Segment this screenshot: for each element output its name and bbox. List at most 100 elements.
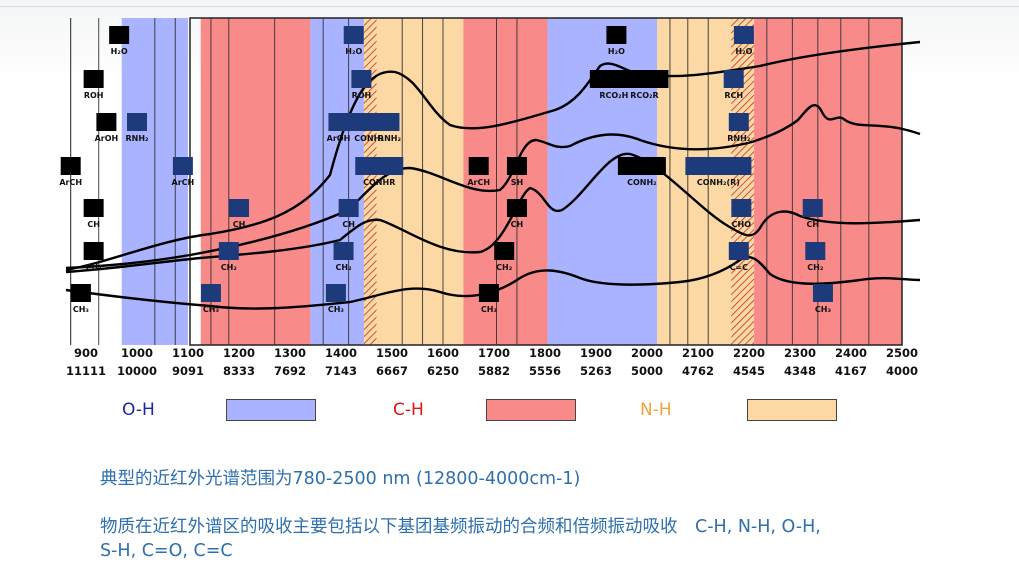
band-c-h-5 <box>463 18 548 345</box>
peak-marker-37 <box>805 242 826 260</box>
peak-label-32: H₂O <box>735 47 752 56</box>
peak-marker-9 <box>229 199 249 217</box>
peak-label-25: CH₃ <box>481 305 498 314</box>
peak-marker-32 <box>733 26 754 44</box>
plot-frame <box>189 17 903 346</box>
band-hatched-3 <box>363 18 377 345</box>
peak-label-34: CHO <box>732 220 752 229</box>
peak-marker-4 <box>60 157 81 175</box>
peak-marker-21 <box>468 157 489 175</box>
peak-label-36: CH <box>806 220 819 229</box>
peak-marker-25 <box>478 284 499 302</box>
peak-label-29: CONH₂ <box>627 178 657 187</box>
peak-label-21: ArCH <box>467 178 490 187</box>
peak-marker-34 <box>731 199 752 217</box>
peak-label-20: CH₃ <box>328 305 345 314</box>
cm-tick-label: 4000 <box>886 364 918 378</box>
nm-tick-label: 1300 <box>274 346 306 360</box>
peak-marker-24 <box>494 242 515 260</box>
peak-label-23: CH <box>511 220 524 229</box>
spectrum-curve-4 <box>65 255 921 310</box>
peak-label-38: CH₃ <box>815 305 832 314</box>
nm-tick-label: 2400 <box>835 346 867 360</box>
top-rule <box>0 6 1019 7</box>
absorption-text-line1: 物质在近红外谱区的吸收主要包括以下基团基频振动的合频和倍频振动吸收 C-H, N… <box>100 517 821 537</box>
cm-tick-label: 6667 <box>376 364 408 378</box>
nm-tick-label: 2100 <box>682 346 714 360</box>
peak-marker-5 <box>172 157 193 175</box>
peak-marker-7 <box>83 242 104 260</box>
peak-label-12: H₂O <box>345 47 362 56</box>
spectrum-curve-2 <box>65 104 921 270</box>
peak-marker-3 <box>127 113 147 131</box>
peak-marker-28 <box>620 70 669 88</box>
nm-tick-label: 1800 <box>529 346 561 360</box>
peak-label-6: CH <box>87 220 100 229</box>
peak-label-17: CONHR <box>363 178 395 187</box>
peak-marker-36 <box>802 199 823 217</box>
peak-label-33: RNH₂ <box>727 134 751 143</box>
peak-label-19: CH₂ <box>336 263 353 272</box>
peak-marker-12 <box>343 26 364 44</box>
nm-tick-label: 1900 <box>580 346 612 360</box>
peak-marker-0 <box>109 26 130 44</box>
nm-tick-label: 2000 <box>631 346 663 360</box>
peak-label-14: ArOH <box>327 134 351 143</box>
peak-marker-30 <box>723 70 744 88</box>
peak-marker-26 <box>606 26 627 44</box>
nm-tick-label: 1200 <box>223 346 255 360</box>
peak-marker-11 <box>200 284 221 302</box>
peak-label-16: RNH₂ <box>378 134 402 143</box>
peak-label-13: ROH <box>352 91 372 100</box>
peak-label-30: RCH <box>724 91 743 100</box>
peak-label-15: CONH₂ <box>354 134 384 143</box>
nir-spectrum-diagram: H₂O ROH ArOH RNH₂ ArCH ArCH CH CH₂ CH₃ CH CH₂ CH₃ H₂… <box>59 17 921 378</box>
peak-marker-1 <box>83 70 104 88</box>
peak-label-0: H₂O <box>111 47 128 56</box>
spectrum-curve-3 <box>65 152 921 274</box>
cm-tick-label: 11111 <box>66 364 106 378</box>
cm-tick-label: 7692 <box>274 364 306 378</box>
peak-label-31: CONH₂(R) <box>697 178 740 187</box>
peak-label-24: CH₂ <box>496 263 513 272</box>
peak-marker-35 <box>728 242 749 260</box>
nir-range-text: 典型的近红外光谱范围为780-2500 nm (12800-4000cm-1) <box>100 469 581 489</box>
peak-label-5: ArCH <box>172 178 195 187</box>
legend-nh-label: N-H <box>640 400 672 420</box>
peak-labels: H₂O ROH ArOH RNH₂ ArCH ArCH CH CH₂ CH₃ CH CH₂ CH₃ H₂… <box>59 26 833 314</box>
peak-marker-23 <box>506 199 527 217</box>
peak-marker-22 <box>506 157 527 175</box>
nm-tick-label: 2200 <box>733 346 765 360</box>
spectrum-curve-1 <box>65 40 921 272</box>
legend-nh-swatch <box>747 399 837 421</box>
x-axes: 900 1000 1100 1200 1300 1400 1500 1600 1700 1800 1… <box>66 346 918 378</box>
legend-ch-swatch <box>486 399 576 421</box>
peak-marker-14 <box>328 113 349 131</box>
cm-tick-label: 4348 <box>784 364 816 378</box>
peak-marker-13 <box>351 70 372 88</box>
peak-marker-29 <box>617 157 666 175</box>
nm-tick-label: 900 <box>74 346 98 360</box>
peak-label-37: CH₂ <box>807 263 824 272</box>
nm-tick-label: 1700 <box>478 346 510 360</box>
cm-tick-label: 4762 <box>682 364 714 378</box>
legend-oh-swatch <box>226 399 316 421</box>
cm-tick-label: 6250 <box>427 364 459 378</box>
peak-label-10: CH₂ <box>221 263 238 272</box>
cm-tick-label: 7143 <box>325 364 357 378</box>
peak-label-9: CH <box>233 220 246 229</box>
peak-label-2: ArOH <box>95 134 119 143</box>
nm-tick-label: 1600 <box>427 346 459 360</box>
nm-tick-label: 1400 <box>325 346 357 360</box>
peak-label-4: ArCH <box>59 178 82 187</box>
peak-label-35: C=C <box>730 263 749 272</box>
peak-marker-38 <box>812 284 833 302</box>
peak-label-27: RCO₂H <box>599 91 628 100</box>
peak-marker-16 <box>379 113 400 131</box>
peak-label-18: CH <box>342 220 355 229</box>
cm-tick-label: 5882 <box>478 364 510 378</box>
peak-marker-18 <box>338 199 359 217</box>
peak-label-8: CH₃ <box>73 305 90 314</box>
cm-tick-label: 4545 <box>733 364 765 378</box>
cm-tick-label: 9091 <box>172 364 204 378</box>
